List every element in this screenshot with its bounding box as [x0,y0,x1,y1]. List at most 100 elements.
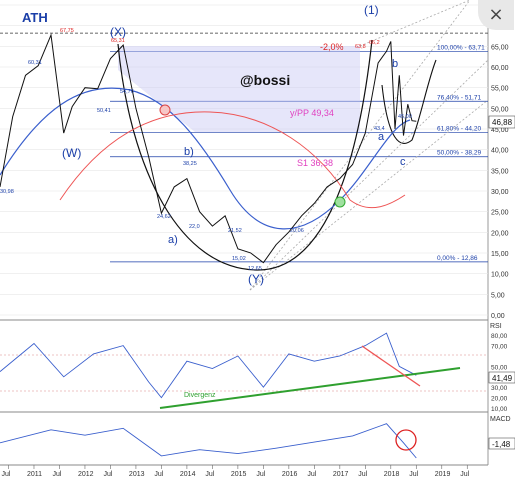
current-value-badge [488,115,515,129]
price-label-4: 50,41 [97,108,111,114]
price-label-7: 24,62 [157,214,171,220]
fan-line-1 [249,0,471,291]
price-label-0: 67,75 [60,28,74,34]
ath-label: ATH [22,10,48,25]
y-tick-label-11: 20,00 [491,230,509,237]
x-tick-label-16: Jul [409,471,418,478]
cross-marker-red [159,104,171,116]
y-tick-label-2: 65,00 [491,44,509,51]
price-line [0,33,417,264]
x-tick-label-4: Jul [103,471,112,478]
rsi-tick-labels: 80,00 70,00 50,00 30,00 20,00 10,00 [491,333,508,413]
price-label-11: 12,65 [248,266,262,272]
pivot-label: y/PP 49,34 [290,108,334,118]
wave-c-label: c [400,156,406,168]
fib-label-4: 0,00% - 12,86 [437,255,478,262]
x-tick-label-13: 2017 [333,471,349,478]
rsi-value-badge [488,371,515,384]
watermark: @bossi [240,72,290,88]
fib-label-2: 61,80% - 44,20 [437,125,481,132]
rsi-tick-label-0: 80,00 [491,333,508,340]
wave-b-label: b [392,58,398,70]
rsi-value-text: 41,49 [492,374,513,383]
y-tick-label-13: 10,00 [491,272,509,279]
macd-value-badge [488,437,515,450]
x-tick-label-18: Jul [460,471,469,478]
y-tick-label-12: 15,00 [491,251,509,258]
divergence-label: Divergenz [184,392,216,399]
fib-label-3: 50,00% - 38,29 [437,150,481,157]
x-tick-label-15: 2018 [384,471,400,478]
rsi-tick-label-3: 30,00 [491,385,508,392]
rsi-tick-label-5: 10,00 [491,406,508,413]
y-tick-label-14: 5,00 [491,292,505,299]
y-tick-label-15: 0,00 [491,313,505,320]
divergence-line [159,367,461,409]
price-label-1: 60,31 [28,60,42,66]
w-wave-label: (W) [62,146,81,160]
x-tick-label-14: Jul [358,471,367,478]
pct-change-label: -2,0% [320,42,344,52]
price-label-5: 30,98 [0,189,14,195]
price-labels: 67,75 60,31 65,31 54,76 50,41 30,98 38,25 24,62… [0,28,412,272]
macd-highlight-circle [395,429,417,451]
x-tick-label-8: Jul [205,471,214,478]
x-tick-label-1: 2011 [27,471,42,478]
shaded-range [118,46,360,132]
price-label-6: 38,25 [183,161,197,167]
wave-1-label: (1) [364,3,379,17]
x-tick-label-10: Jul [256,471,265,478]
moving-average-red [59,111,406,209]
price-label-10: 15,02 [232,256,246,262]
price-label-3: 54,76 [120,89,134,95]
x-tick-labels: Jul 2011 Jul 2012 Jul 2013 Jul 2014 Jul 2015 Jul 20… [1,465,470,478]
support-label: S1 36,38 [297,158,333,168]
fib-label-0: 100,00% - 63,71 [437,45,485,52]
price-label-14: 66,2 [369,40,380,46]
x-tick-label-11: 2016 [282,471,298,478]
fan-line-3 [249,99,489,291]
x-tick-label-5: 2013 [129,471,145,478]
price-label-15: 43,4 [374,126,385,132]
y-tick-label-6: 45,00 [491,127,509,134]
fib-levels: 100,00% - 63,71 76,40% - 51,71 61,80% - 44… [0,32,488,263]
x-tick-label-12: Jul [307,471,316,478]
x-tick-label-3: 2012 [78,471,94,478]
macd-line [0,423,417,459]
rsi-down-trend-line [361,345,421,387]
handle-arc [381,59,437,144]
price-label-16: 45,00 [398,114,412,120]
x-tick-label-0: Jul [1,471,10,478]
rsi-tick-label-1: 70,00 [491,344,508,351]
y-tick-label-3: 60,00 [491,65,509,72]
x-wave-label: (X) [110,25,126,39]
wave-b-paren-label: b) [184,146,194,158]
fib-label-1: 76,40% - 51,71 [437,94,481,101]
price-label-9: 21,52 [228,228,242,234]
macd-title: MACD [490,416,511,423]
y-tick-label-5: 50,00 [491,106,509,113]
x-tick-label-17: 2019 [435,471,451,478]
x-tick-label-7: 2014 [180,471,196,478]
rsi-title: RSI [490,323,502,330]
wave-a-small-label: a [378,131,385,143]
x-tick-label-6: Jul [154,471,163,478]
moving-average-blue [0,87,411,230]
macd-value-text: -1,48 [492,440,511,449]
close-button[interactable]: × [478,0,514,30]
fan-line-2 [249,59,489,291]
x-tick-label-9: 2015 [231,471,247,478]
y-tick-label-9: 30,00 [491,189,509,196]
y-tick-label-8: 35,00 [491,168,509,175]
price-label-8: 22,0 [189,224,200,230]
grid [0,4,488,316]
price-label-12: 20,06 [290,228,304,234]
y-tick-label-7: 40,00 [491,148,509,155]
wave-a-label: a) [168,234,178,246]
current-value-text: 46,88 [492,118,513,127]
price-label-13: 63,8 [355,44,366,50]
rsi-tick-label-2: 50,00 [491,364,508,371]
price-label-2: 65,31 [111,38,125,44]
y-tick-label-4: 55,00 [491,86,509,93]
